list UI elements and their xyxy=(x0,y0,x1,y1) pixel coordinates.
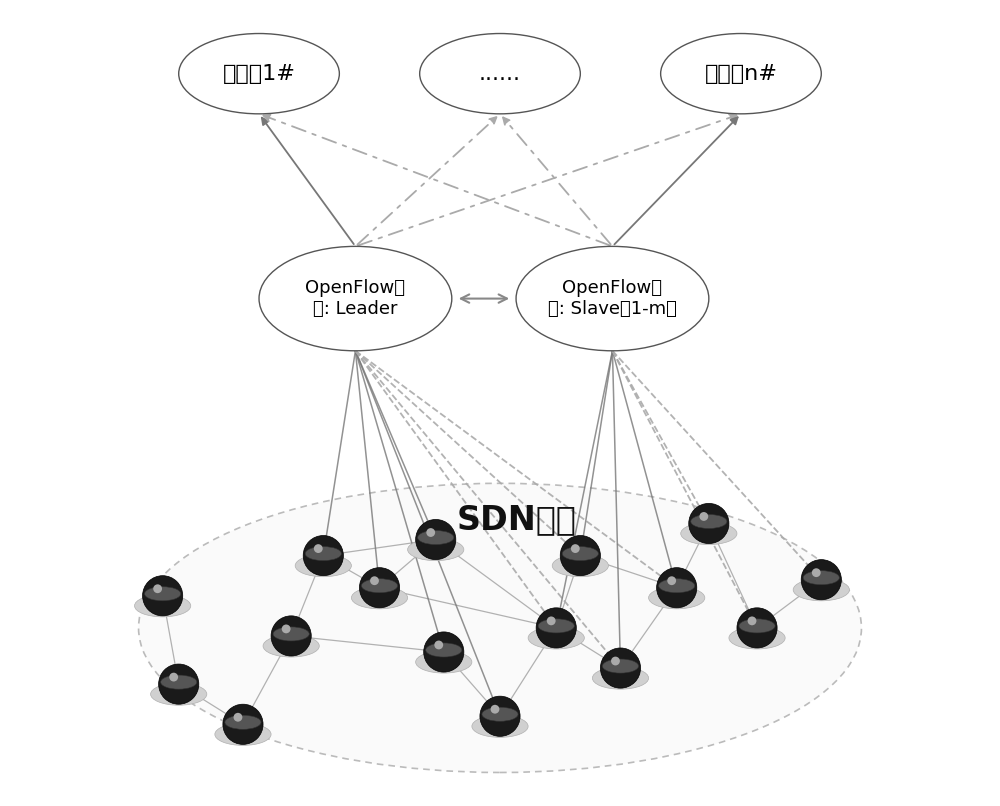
Ellipse shape xyxy=(179,34,339,114)
Circle shape xyxy=(699,512,708,521)
Circle shape xyxy=(812,568,821,577)
Ellipse shape xyxy=(691,514,727,529)
Ellipse shape xyxy=(562,546,598,561)
Circle shape xyxy=(159,664,199,704)
Ellipse shape xyxy=(259,247,452,351)
Circle shape xyxy=(359,567,400,608)
Ellipse shape xyxy=(516,247,709,351)
Ellipse shape xyxy=(305,546,341,561)
Circle shape xyxy=(234,713,242,721)
Ellipse shape xyxy=(482,707,518,721)
Circle shape xyxy=(424,632,464,672)
Ellipse shape xyxy=(418,530,454,545)
Ellipse shape xyxy=(793,579,849,600)
Ellipse shape xyxy=(426,643,462,657)
Circle shape xyxy=(611,657,620,666)
Ellipse shape xyxy=(472,715,528,737)
Ellipse shape xyxy=(552,555,608,577)
Ellipse shape xyxy=(139,484,861,772)
Ellipse shape xyxy=(661,34,821,114)
Circle shape xyxy=(370,576,379,585)
Ellipse shape xyxy=(659,579,695,592)
Ellipse shape xyxy=(649,587,705,609)
Text: OpenFlow代
理: Slave（1-m）: OpenFlow代 理: Slave（1-m） xyxy=(548,279,677,318)
Circle shape xyxy=(600,648,641,688)
Ellipse shape xyxy=(739,619,775,633)
Circle shape xyxy=(748,617,756,625)
Circle shape xyxy=(169,673,178,682)
Ellipse shape xyxy=(295,555,351,577)
Circle shape xyxy=(560,535,600,575)
Ellipse shape xyxy=(681,522,737,545)
Circle shape xyxy=(143,575,183,616)
Ellipse shape xyxy=(151,683,207,705)
Circle shape xyxy=(416,520,456,559)
Circle shape xyxy=(282,625,291,634)
Circle shape xyxy=(434,641,443,650)
Ellipse shape xyxy=(416,651,472,673)
Ellipse shape xyxy=(528,627,584,649)
Ellipse shape xyxy=(161,675,197,689)
Ellipse shape xyxy=(420,34,580,114)
Circle shape xyxy=(314,544,323,553)
Circle shape xyxy=(480,696,520,737)
Circle shape xyxy=(737,608,777,648)
Ellipse shape xyxy=(273,627,309,641)
Circle shape xyxy=(547,617,556,625)
Ellipse shape xyxy=(729,627,785,649)
Ellipse shape xyxy=(263,635,319,657)
Ellipse shape xyxy=(803,571,839,584)
Circle shape xyxy=(271,616,311,656)
Circle shape xyxy=(667,576,676,585)
Ellipse shape xyxy=(351,587,408,609)
Ellipse shape xyxy=(135,595,191,617)
Circle shape xyxy=(491,704,499,713)
Ellipse shape xyxy=(225,715,261,729)
Circle shape xyxy=(801,559,841,600)
Ellipse shape xyxy=(408,538,464,561)
Text: OpenFlow代
理: Leader: OpenFlow代 理: Leader xyxy=(305,279,405,318)
Ellipse shape xyxy=(215,723,271,746)
Circle shape xyxy=(536,608,576,648)
Circle shape xyxy=(571,544,580,553)
Ellipse shape xyxy=(538,619,574,633)
Ellipse shape xyxy=(145,587,181,600)
Circle shape xyxy=(657,567,697,608)
Text: ......: ...... xyxy=(479,64,521,84)
Ellipse shape xyxy=(361,579,398,592)
Text: SDN网络: SDN网络 xyxy=(456,503,576,536)
Ellipse shape xyxy=(592,667,649,689)
Text: 控制器n#: 控制器n# xyxy=(704,64,777,84)
Text: 控制器1#: 控制器1# xyxy=(223,64,296,84)
Circle shape xyxy=(689,504,729,543)
Circle shape xyxy=(153,584,162,593)
Circle shape xyxy=(223,704,263,745)
Ellipse shape xyxy=(602,659,639,673)
Circle shape xyxy=(303,535,343,575)
Circle shape xyxy=(426,528,435,537)
